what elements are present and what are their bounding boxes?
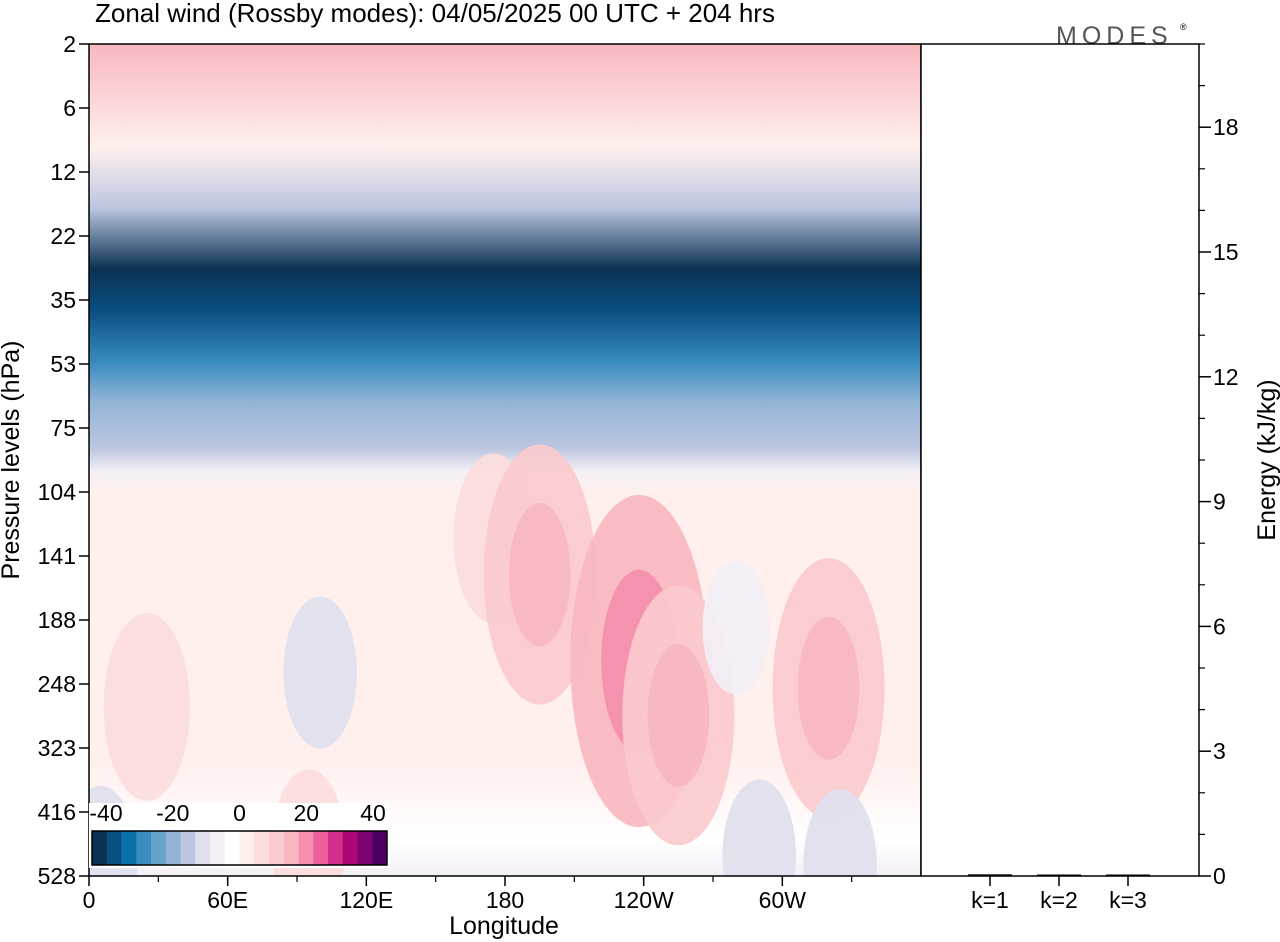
colorbar-swatch (328, 831, 344, 865)
colorbar-swatch (313, 831, 329, 865)
colorbar-swatch (151, 831, 167, 865)
energy-frame (920, 43, 1200, 877)
x-tick-label: 180 (486, 887, 524, 913)
energy-bar-k=1 (968, 874, 1012, 876)
energy-axis-label: Energy (kJ/kg) (1253, 379, 1280, 540)
energy-bar-k=2 (1037, 874, 1081, 876)
y-tick-label: 53 (50, 351, 76, 377)
y-tick-label: 416 (38, 799, 76, 825)
energy-bars: k=1 k=2 k=3 (968, 874, 1150, 913)
colorbar-swatch (342, 831, 358, 865)
colorbar-swatch (106, 831, 122, 865)
colorbar: -40 -20 0 20 40 (89, 800, 390, 868)
x-tick-label: 0 (83, 887, 96, 913)
heatmap-feature-core-1 (508, 503, 571, 647)
x-tick-label: 120E (339, 887, 393, 913)
colorbar-tick-label: -40 (89, 800, 122, 826)
colorbar-tick-label: -20 (156, 800, 189, 826)
colorbar-swatch (195, 831, 211, 865)
colorbar-swatch (165, 831, 181, 865)
energy-tick-label: 3 (1213, 738, 1226, 764)
energy-tick-label: 12 (1213, 364, 1239, 390)
energy-tick-label: 18 (1213, 114, 1239, 140)
energy-tick-label: 15 (1213, 239, 1239, 265)
x-axis: 0 60E 120E 180 120W 60W (83, 876, 853, 913)
y-tick-label: 75 (50, 415, 76, 441)
colorbar-swatch (92, 831, 108, 865)
x-tick-label: 120W (614, 887, 674, 913)
energy-category-label: k=2 (1040, 887, 1078, 913)
y-tick-label: 22 (50, 223, 76, 249)
colorbar-tick-label: 20 (293, 800, 319, 826)
colorbar-swatch (136, 831, 152, 865)
x-tick-label: 60E (207, 887, 248, 913)
energy-panel: k=1 k=2 k=3 0 3 6 9 12 15 18 (920, 43, 1239, 913)
energy-category-label: k=3 (1109, 887, 1147, 913)
y-tick-label: 104 (38, 479, 77, 505)
y-tick-label: 6 (63, 95, 76, 121)
energy-tick-label: 9 (1213, 489, 1226, 515)
colorbar-swatch (180, 831, 196, 865)
heatmap-feature-5 (103, 612, 190, 801)
logo-registered-mark: ® (1180, 22, 1187, 32)
y-tick-label: 528 (38, 863, 76, 889)
colorbar-swatch (357, 831, 373, 865)
heatmap-feature-core-4 (797, 616, 860, 760)
heatmap-feature-core-3 (647, 643, 710, 787)
colorbar-swatch (372, 831, 388, 865)
x-axis-label: Longitude (449, 912, 559, 940)
colorbar-swatch (298, 831, 314, 865)
colorbar-swatch (283, 831, 299, 865)
y-tick-label: 248 (38, 671, 76, 697)
colorbar-swatch (121, 831, 137, 865)
energy-category-label: k=1 (971, 887, 1009, 913)
y-tick-label: 35 (50, 287, 76, 313)
y-axis: 2 6 12 22 35 53 75 104 141 188 248 323 416 528 (38, 31, 89, 889)
colorbar-frame (91, 830, 388, 866)
y-tick-label: 12 (50, 159, 76, 185)
y-tick-label: 141 (38, 543, 76, 569)
heatmap-features (89, 444, 885, 876)
y-tick-label: 323 (38, 735, 76, 761)
energy-tick-label: 0 (1213, 863, 1226, 889)
energy-bar-k=3 (1106, 874, 1150, 876)
heatmap-plot (88, 43, 922, 877)
heatmap-feature-8 (722, 779, 797, 876)
heatmap-feature-9 (803, 788, 877, 876)
colorbar-swatch (210, 831, 226, 865)
colorbar-swatch (224, 831, 240, 865)
heatmap-feature-7 (702, 560, 770, 695)
energy-tick-label: 6 (1213, 613, 1226, 639)
colorbar-swatch (254, 831, 270, 865)
colorbar-swatch (239, 831, 255, 865)
y-tick-label: 2 (63, 31, 76, 57)
x-tick-label: 60W (759, 887, 807, 913)
y-tick-label: 188 (38, 607, 76, 633)
colorbar-tick-label: 40 (360, 800, 386, 826)
colorbar-tick-label: 0 (233, 800, 246, 826)
y-axis-label: Pressure levels (hPa) (0, 341, 25, 580)
chart-title: Zonal wind (Rossby modes): 04/05/2025 00… (95, 0, 775, 28)
energy-y-axis: 0 3 6 9 12 15 18 (1199, 43, 1239, 889)
colorbar-swatch (269, 831, 285, 865)
heatmap-feature-6 (283, 596, 357, 749)
